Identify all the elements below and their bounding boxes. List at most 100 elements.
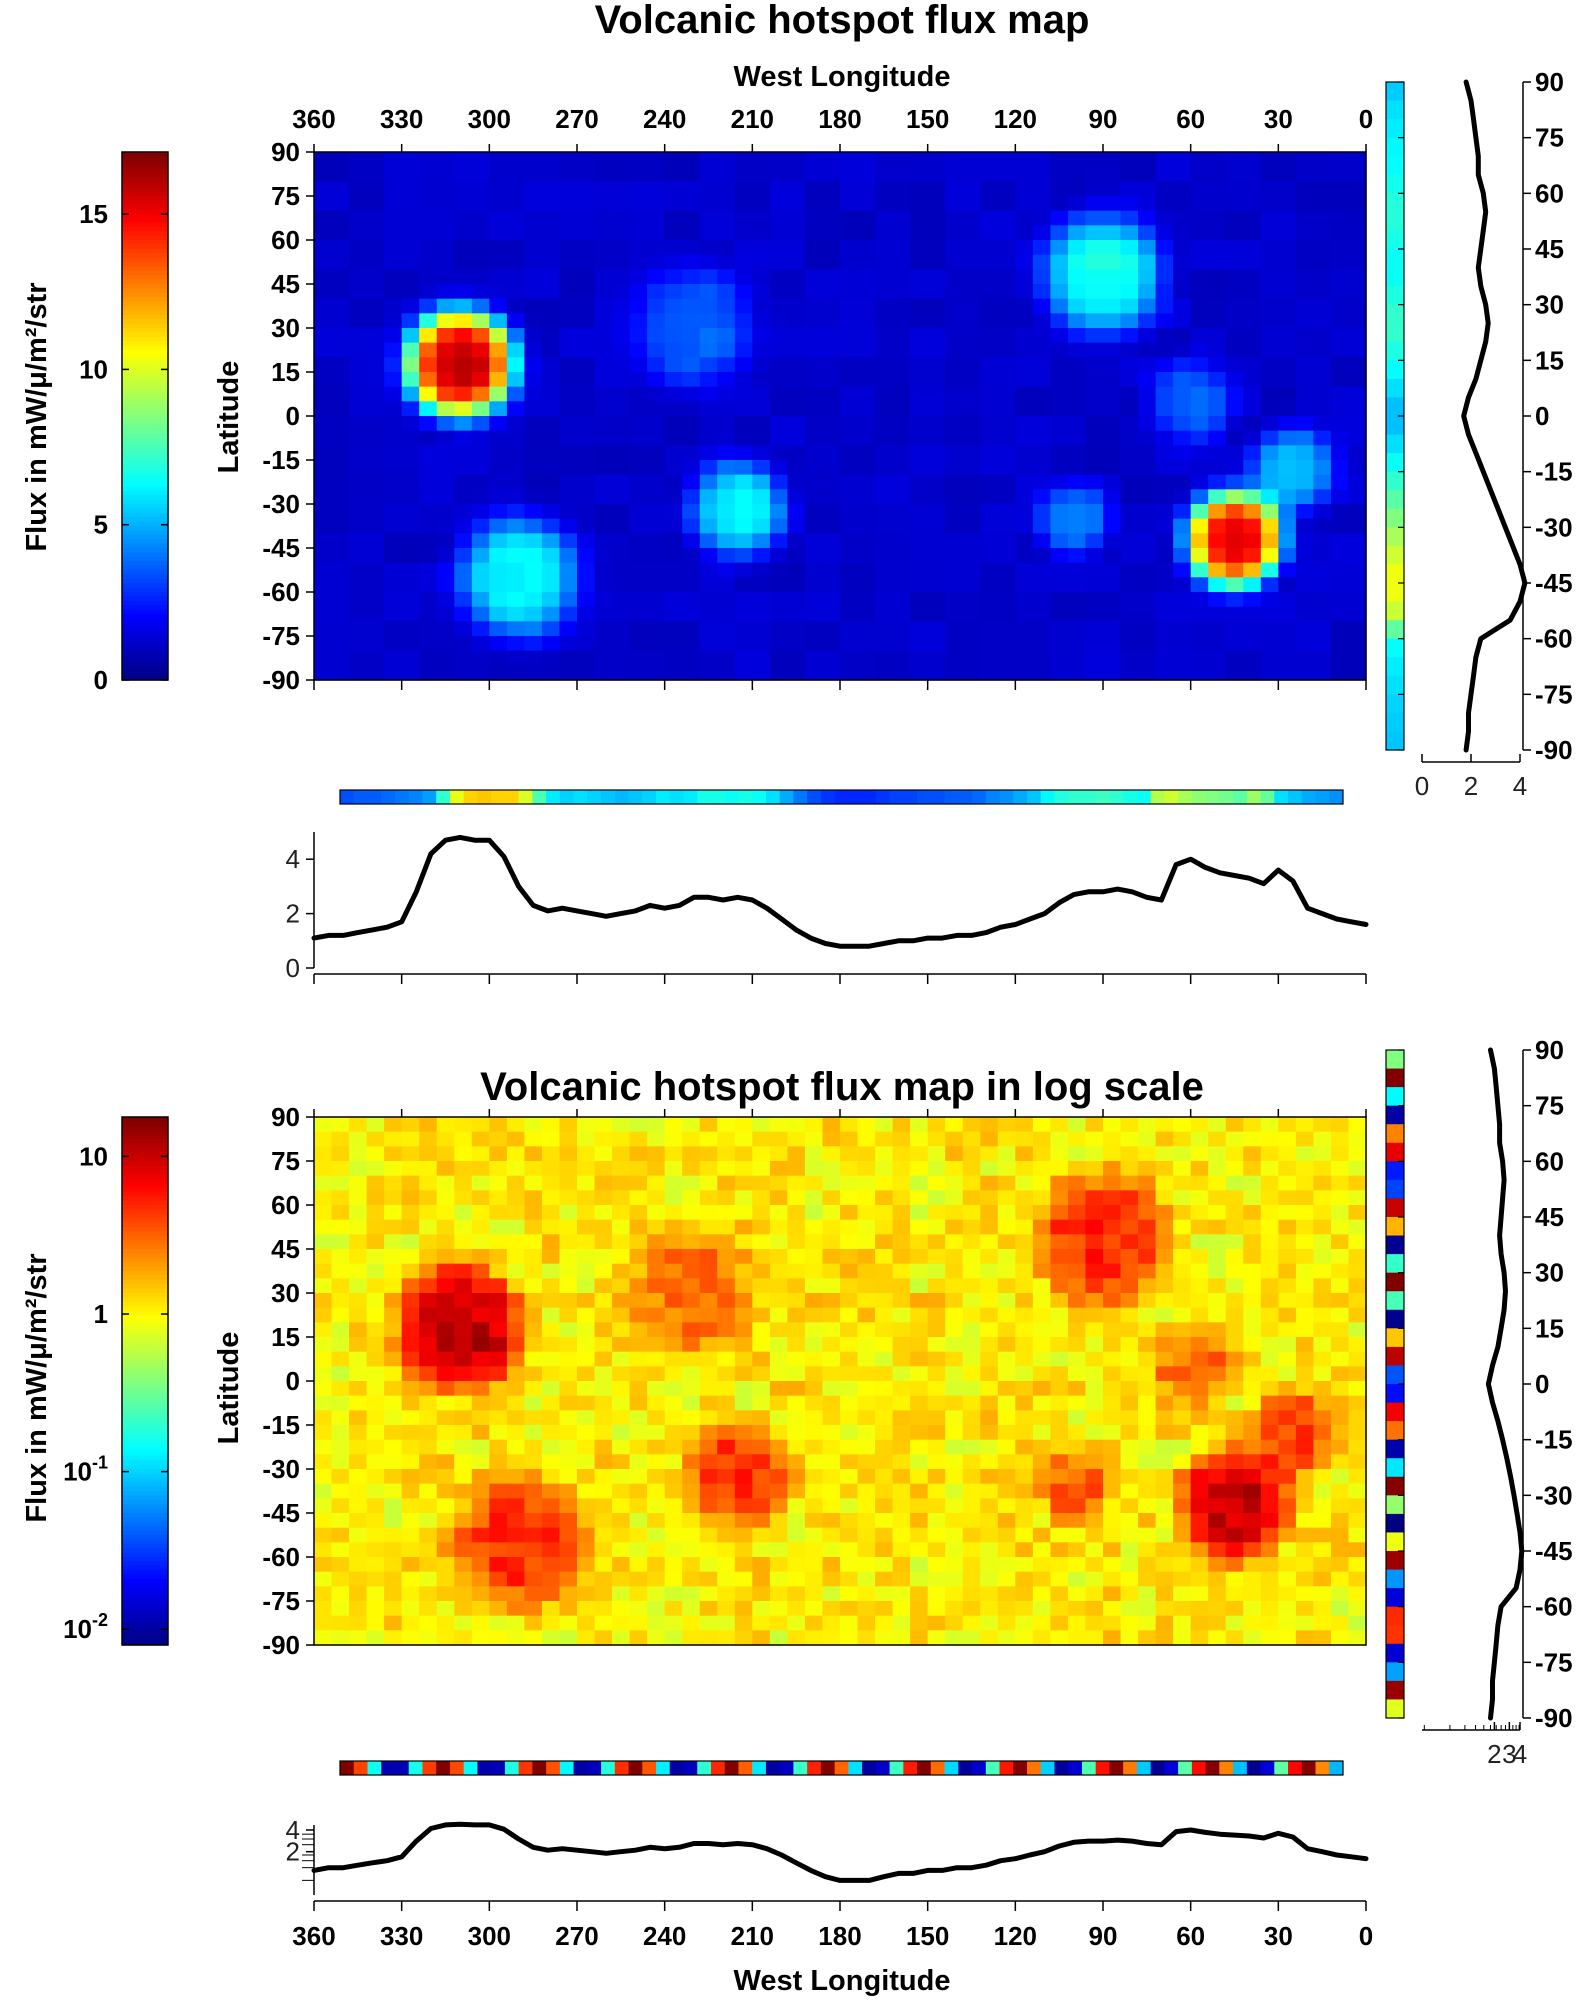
map-cell bbox=[822, 518, 841, 534]
map-cell bbox=[1190, 621, 1209, 637]
map-cell bbox=[436, 1542, 455, 1558]
map-cell bbox=[401, 1278, 420, 1294]
map-cell bbox=[314, 1469, 333, 1485]
map-cell bbox=[1067, 548, 1087, 564]
map-cell bbox=[1032, 1351, 1051, 1367]
colorbar-segment bbox=[122, 1359, 168, 1364]
map-cell bbox=[752, 650, 771, 666]
map-cell bbox=[366, 1366, 385, 1382]
map-cell bbox=[769, 489, 788, 505]
map-cell bbox=[1120, 342, 1139, 358]
map-cell bbox=[1208, 284, 1227, 300]
map-cell bbox=[857, 665, 876, 681]
map-cell bbox=[454, 1381, 473, 1397]
map-cell bbox=[980, 577, 999, 593]
map-cell bbox=[717, 1483, 736, 1499]
map-cell bbox=[1138, 1190, 1157, 1206]
map-cell bbox=[1120, 1161, 1139, 1177]
map-cell bbox=[1243, 1542, 1262, 1558]
map-cell bbox=[1138, 504, 1157, 520]
map-cell bbox=[1208, 665, 1227, 681]
strip-cell bbox=[1386, 1606, 1404, 1626]
top-map-ylabel: Latitude bbox=[213, 361, 245, 474]
map-cell bbox=[349, 1234, 368, 1250]
map-cell bbox=[1295, 298, 1314, 314]
map-cell bbox=[1208, 1425, 1227, 1441]
map-cell bbox=[541, 1630, 561, 1646]
map-cell bbox=[717, 313, 736, 329]
map-cell bbox=[524, 1161, 543, 1177]
map-cell bbox=[804, 1278, 824, 1294]
map-cell bbox=[629, 1586, 648, 1602]
map-cell bbox=[1138, 1366, 1157, 1382]
map-cell bbox=[1015, 1410, 1034, 1426]
map-cell bbox=[699, 1175, 718, 1191]
map-cell bbox=[612, 152, 631, 168]
map-cell bbox=[612, 166, 631, 182]
map-cell bbox=[1173, 1131, 1192, 1147]
map-cell bbox=[804, 489, 824, 505]
strip-cell bbox=[834, 1761, 849, 1775]
map-cell bbox=[349, 313, 368, 329]
map-cell bbox=[875, 1615, 894, 1631]
map-cell bbox=[1015, 1249, 1034, 1265]
map-cell bbox=[577, 152, 596, 168]
map-cell bbox=[910, 562, 929, 578]
map-cell bbox=[1015, 1395, 1034, 1411]
map-cell bbox=[1278, 284, 1297, 300]
map-cell bbox=[1208, 1234, 1227, 1250]
map-cell bbox=[577, 1542, 596, 1558]
map-cell bbox=[349, 1219, 368, 1235]
map-cell bbox=[1085, 445, 1104, 461]
map-cell bbox=[804, 1527, 824, 1543]
map-cell bbox=[717, 1454, 736, 1470]
map-cell bbox=[1260, 1175, 1279, 1191]
map-cell bbox=[769, 665, 788, 681]
map-cell bbox=[840, 1425, 859, 1441]
map-cell bbox=[401, 548, 420, 564]
map-cell bbox=[1225, 1615, 1244, 1631]
map-cell bbox=[1243, 1381, 1262, 1397]
map-cell bbox=[647, 1483, 666, 1499]
map-cell bbox=[366, 1131, 385, 1147]
map-cell bbox=[436, 1293, 455, 1309]
colorbar-segment bbox=[122, 1191, 168, 1197]
colorbar-segment bbox=[122, 1257, 168, 1263]
map-cell bbox=[524, 1131, 543, 1147]
map-cell bbox=[349, 181, 368, 197]
map-cell bbox=[1243, 606, 1262, 622]
map-cell bbox=[489, 1337, 508, 1353]
map-cell bbox=[471, 1322, 490, 1338]
map-cell bbox=[1138, 1454, 1157, 1470]
map-cell bbox=[471, 1513, 490, 1529]
map-cell bbox=[314, 1615, 333, 1631]
map-cell bbox=[612, 225, 631, 241]
map-cell bbox=[682, 328, 701, 344]
map-cell bbox=[629, 592, 648, 608]
map-cell bbox=[314, 474, 333, 490]
map-cell bbox=[1050, 1351, 1069, 1367]
map-cell bbox=[1032, 1190, 1051, 1206]
map-cell bbox=[612, 650, 631, 666]
map-cell bbox=[436, 166, 455, 182]
map-cell bbox=[910, 328, 929, 344]
strip-cell bbox=[381, 1761, 396, 1775]
map-cell bbox=[892, 1263, 911, 1279]
map-cell bbox=[506, 342, 525, 358]
map-cell bbox=[1032, 240, 1051, 256]
map-cell bbox=[1243, 328, 1262, 344]
map-cell bbox=[892, 1117, 911, 1133]
map-cell bbox=[419, 386, 438, 402]
strip-cell bbox=[1386, 211, 1404, 231]
map-cell bbox=[1155, 1630, 1174, 1646]
map-cell bbox=[541, 1483, 561, 1499]
map-cell bbox=[419, 357, 438, 373]
map-cell bbox=[366, 621, 385, 637]
map-cell bbox=[1173, 1469, 1192, 1485]
map-cell bbox=[927, 1615, 946, 1631]
map-cell bbox=[1278, 269, 1297, 285]
strip-cell bbox=[1386, 508, 1404, 528]
map-cell bbox=[717, 1366, 736, 1382]
map-cell bbox=[1190, 1615, 1209, 1631]
map-cell bbox=[787, 357, 806, 373]
